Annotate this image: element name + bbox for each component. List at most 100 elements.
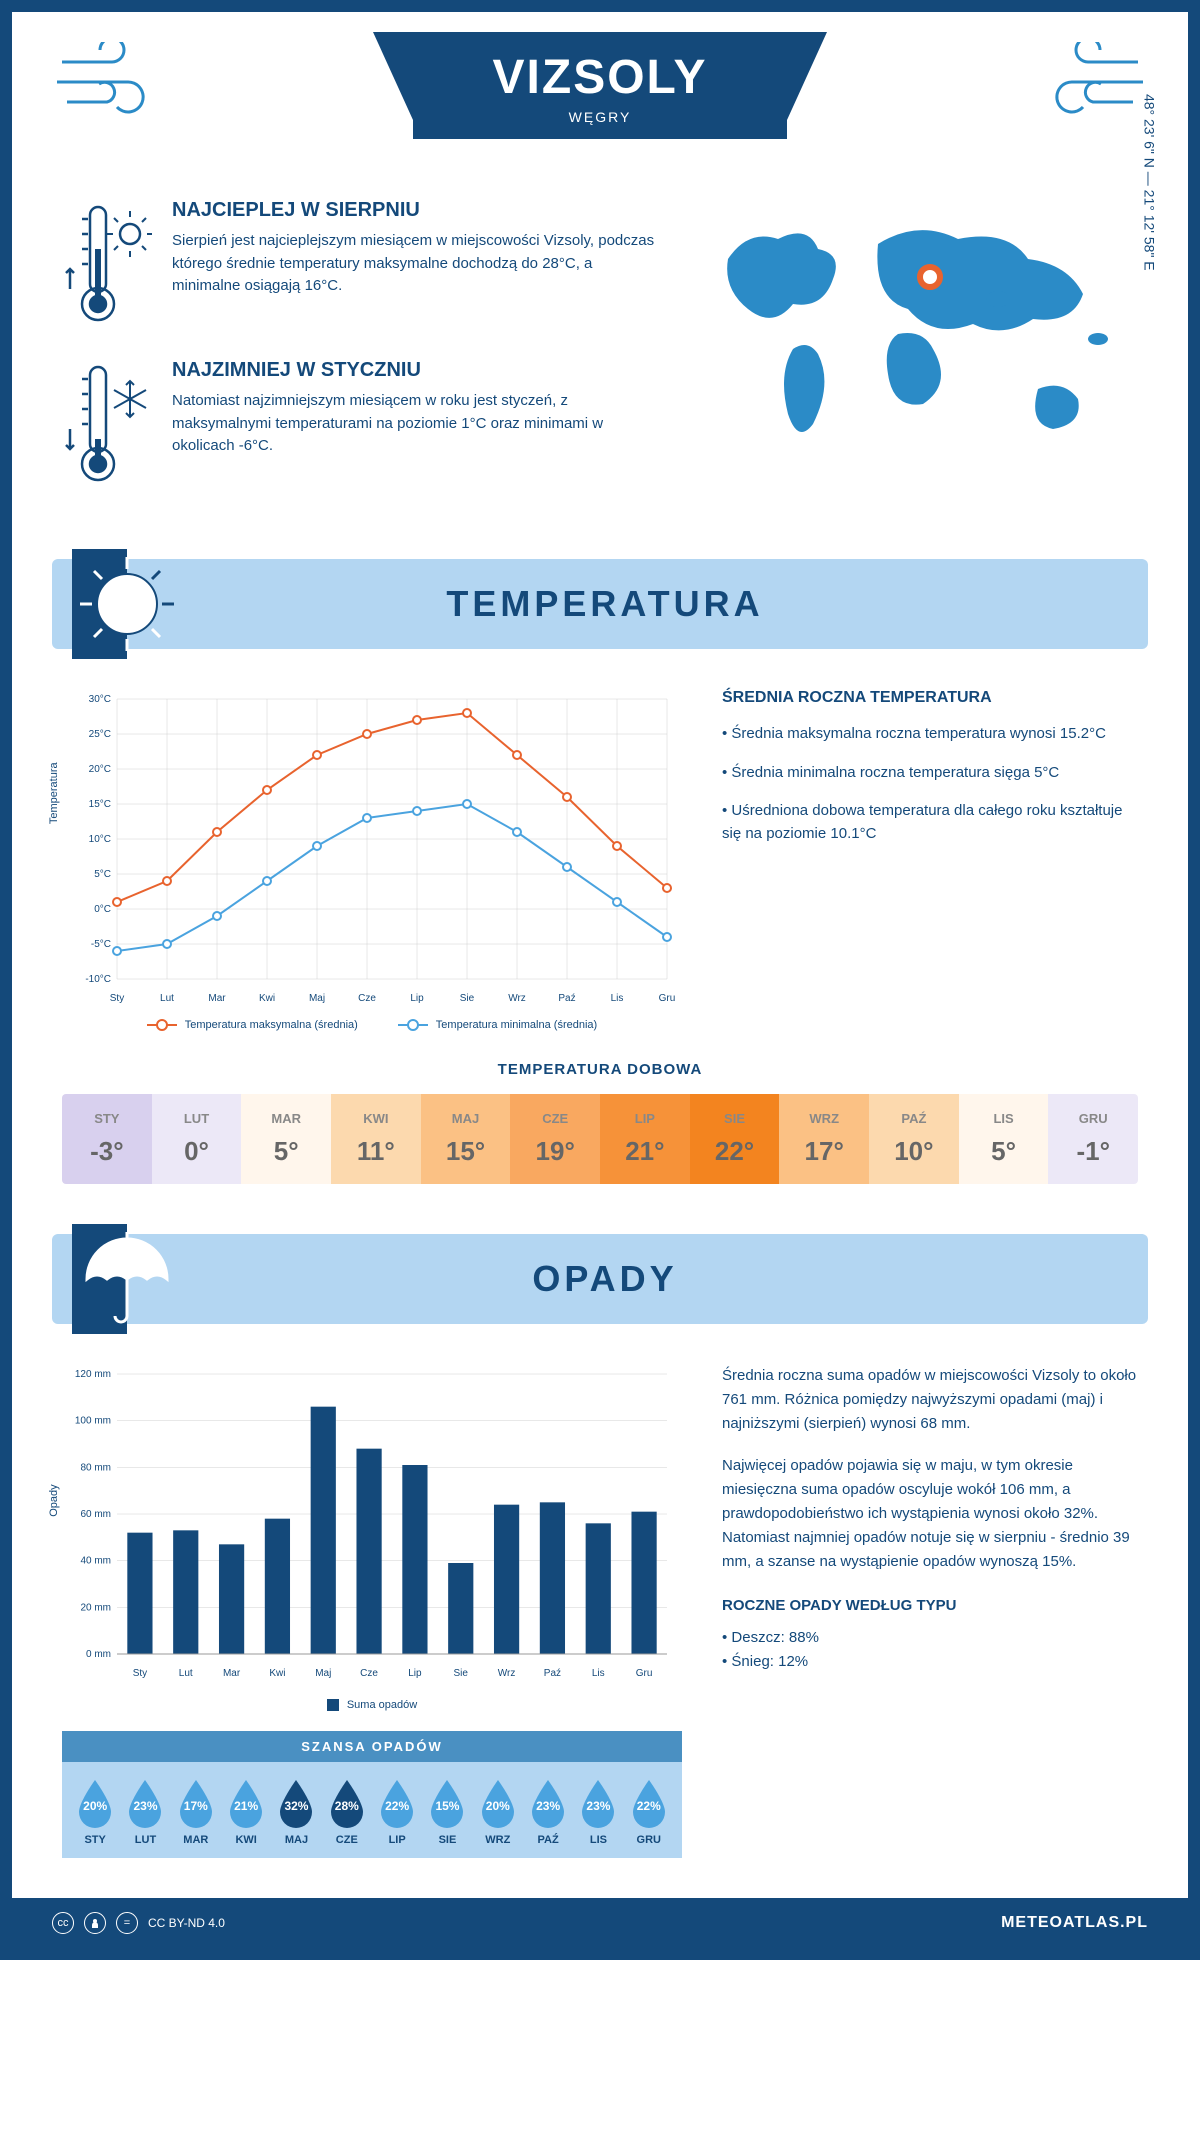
hot-text: Sierpień jest najcieplejszym miesiącem w… bbox=[172, 230, 658, 298]
svg-text:Gru: Gru bbox=[659, 993, 676, 1004]
chance-drop: 17% MAR bbox=[171, 1778, 221, 1846]
daily-temp-table: TEMPERATURA DOBOWA STY-3°LUT0°MAR5°KWI11… bbox=[62, 1061, 1138, 1184]
svg-text:Wrz: Wrz bbox=[508, 993, 526, 1004]
svg-text:20 mm: 20 mm bbox=[80, 1602, 111, 1613]
svg-text:Wrz: Wrz bbox=[498, 1668, 516, 1679]
svg-text:Lip: Lip bbox=[408, 1668, 422, 1679]
intro-section: NAJCIEPLEJ W SIERPNIU Sierpień jest najc… bbox=[12, 179, 1188, 559]
chance-drop: 23% PAŹ bbox=[523, 1778, 573, 1846]
svg-text:Paź: Paź bbox=[558, 993, 575, 1004]
temperature-title: TEMPERATURA bbox=[92, 583, 1118, 625]
hot-block: NAJCIEPLEJ W SIERPNIU Sierpień jest najc… bbox=[62, 199, 658, 329]
temp-cell: SIE22° bbox=[690, 1094, 780, 1184]
precip-type-item: Śnieg: 12% bbox=[722, 1650, 1138, 1674]
svg-text:Maj: Maj bbox=[315, 1668, 331, 1679]
temp-summary-item: Średnia maksymalna roczna temperatura wy… bbox=[722, 723, 1138, 746]
precip-banner: OPADY bbox=[52, 1234, 1148, 1324]
svg-text:10°C: 10°C bbox=[89, 834, 111, 845]
precip-type-title: ROCZNE OPADY WEDŁUG TYPU bbox=[722, 1594, 1138, 1618]
coordinates: 48° 23' 6" N — 21° 12' 58" E bbox=[1142, 94, 1158, 271]
precip-type-item: Deszcz: 88% bbox=[722, 1626, 1138, 1650]
svg-text:Sty: Sty bbox=[133, 1668, 147, 1679]
svg-text:Mar: Mar bbox=[208, 993, 226, 1004]
license-text: CC BY-ND 4.0 bbox=[148, 1916, 225, 1930]
chance-drop: 23% LUT bbox=[120, 1778, 170, 1846]
title-banner: VIZSOLY WĘGRY bbox=[413, 32, 788, 139]
chance-drop: 23% LIS bbox=[573, 1778, 623, 1846]
wind-icon-right bbox=[1028, 42, 1148, 122]
chance-drop: 22% GRU bbox=[624, 1778, 674, 1846]
thermometer-hot-icon bbox=[62, 199, 152, 329]
precip-p2: Najwięcej opadów pojawia się w maju, w t… bbox=[722, 1454, 1138, 1574]
svg-text:120 mm: 120 mm bbox=[75, 1369, 111, 1380]
chance-drop: 20% WRZ bbox=[473, 1778, 523, 1846]
world-map: 48° 23' 6" N — 21° 12' 58" E bbox=[698, 199, 1138, 519]
chance-drop: 15% SIE bbox=[422, 1778, 472, 1846]
svg-text:Maj: Maj bbox=[309, 993, 325, 1004]
temp-summary-item: Średnia minimalna roczna temperatura się… bbox=[722, 762, 1138, 785]
temp-cell: LIP21° bbox=[600, 1094, 690, 1184]
precip-legend-label: Suma opadów bbox=[347, 1699, 417, 1711]
svg-text:25°C: 25°C bbox=[89, 729, 111, 740]
temp-cell: KWI11° bbox=[331, 1094, 421, 1184]
temp-legend: Temperatura maksymalna (średnia)Temperat… bbox=[62, 1019, 682, 1031]
chance-drop: 22% LIP bbox=[372, 1778, 422, 1846]
temp-cell: MAJ15° bbox=[421, 1094, 511, 1184]
svg-text:Lip: Lip bbox=[410, 993, 424, 1004]
by-icon bbox=[84, 1912, 106, 1934]
precip-y-label: Opady bbox=[48, 1484, 60, 1516]
nd-icon: = bbox=[116, 1912, 138, 1934]
city-name: VIZSOLY bbox=[493, 50, 708, 105]
svg-text:Cze: Cze bbox=[358, 993, 376, 1004]
temp-cell: GRU-1° bbox=[1048, 1094, 1138, 1184]
svg-text:Lis: Lis bbox=[592, 1668, 605, 1679]
svg-text:Sie: Sie bbox=[454, 1668, 469, 1679]
svg-text:30°C: 30°C bbox=[89, 694, 111, 705]
cold-title: NAJZIMNIEJ W STYCZNIU bbox=[172, 359, 658, 382]
svg-text:40 mm: 40 mm bbox=[80, 1556, 111, 1567]
chance-box: SZANSA OPADÓW 20% STY 23% LUT 17% MAR 21… bbox=[62, 1731, 682, 1858]
cc-icon: cc bbox=[52, 1912, 74, 1934]
svg-text:80 mm: 80 mm bbox=[80, 1462, 111, 1473]
umbrella-icon bbox=[72, 1224, 182, 1334]
precip-text: Średnia roczna suma opadów w miejscowośc… bbox=[722, 1364, 1138, 1711]
svg-text:Paź: Paź bbox=[544, 1668, 561, 1679]
precip-bar-chart: Opady 0 mm20 mm40 mm60 mm80 mm100 mm120 … bbox=[62, 1364, 682, 1711]
svg-text:-5°C: -5°C bbox=[91, 939, 111, 950]
header: VIZSOLY WĘGRY bbox=[12, 12, 1188, 179]
country-name: WĘGRY bbox=[493, 109, 708, 125]
wind-icon-left bbox=[52, 42, 172, 122]
chance-title: SZANSA OPADÓW bbox=[62, 1731, 682, 1762]
svg-text:0°C: 0°C bbox=[94, 904, 111, 915]
svg-text:20°C: 20°C bbox=[89, 764, 111, 775]
svg-text:Kwi: Kwi bbox=[259, 993, 275, 1004]
svg-text:100 mm: 100 mm bbox=[75, 1416, 111, 1427]
svg-text:-10°C: -10°C bbox=[85, 974, 111, 985]
svg-text:0 mm: 0 mm bbox=[86, 1649, 111, 1660]
svg-text:Gru: Gru bbox=[636, 1668, 653, 1679]
temp-cell: LIS5° bbox=[959, 1094, 1049, 1184]
cold-text: Natomiast najzimniejszym miesiącem w rok… bbox=[172, 390, 658, 458]
precip-title: OPADY bbox=[92, 1258, 1118, 1300]
svg-text:15°C: 15°C bbox=[89, 799, 111, 810]
temp-cell: PAŹ10° bbox=[869, 1094, 959, 1184]
svg-text:Lut: Lut bbox=[179, 1668, 193, 1679]
temperature-line-chart: Temperatura -10°C-5°C0°C5°C10°C15°C20°C2… bbox=[62, 689, 682, 1031]
temp-cell: LUT0° bbox=[152, 1094, 242, 1184]
svg-text:Cze: Cze bbox=[360, 1668, 378, 1679]
temp-summary-item: Uśredniona dobowa temperatura dla całego… bbox=[722, 800, 1138, 845]
svg-text:60 mm: 60 mm bbox=[80, 1509, 111, 1520]
temp-cell: CZE19° bbox=[510, 1094, 600, 1184]
site-name: METEOATLAS.PL bbox=[1001, 1914, 1148, 1932]
chance-drop: 32% MAJ bbox=[271, 1778, 321, 1846]
chance-drop: 28% CZE bbox=[322, 1778, 372, 1846]
thermometer-cold-icon bbox=[62, 359, 152, 489]
svg-text:Lut: Lut bbox=[160, 993, 174, 1004]
sun-icon bbox=[72, 549, 182, 659]
svg-text:Kwi: Kwi bbox=[269, 1668, 285, 1679]
svg-text:Sty: Sty bbox=[110, 993, 124, 1004]
svg-text:Sie: Sie bbox=[460, 993, 475, 1004]
temperature-banner: TEMPERATURA bbox=[52, 559, 1148, 649]
temp-summary: ŚREDNIA ROCZNA TEMPERATURA Średnia maksy… bbox=[722, 689, 1138, 1031]
precip-p1: Średnia roczna suma opadów w miejscowośc… bbox=[722, 1364, 1138, 1436]
